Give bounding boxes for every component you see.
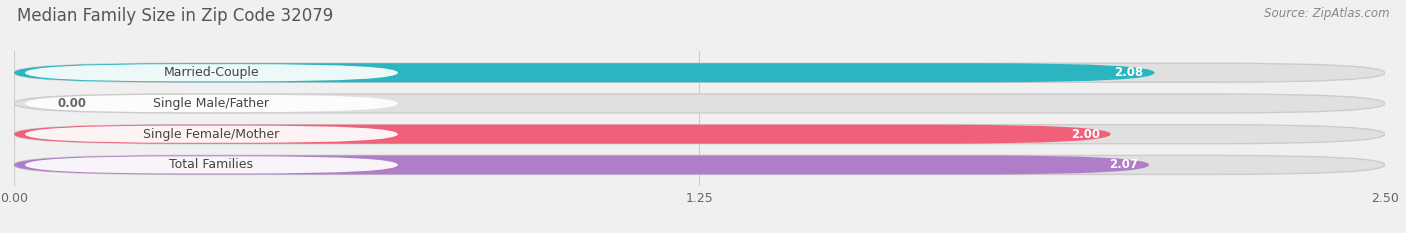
FancyBboxPatch shape	[25, 126, 398, 143]
Text: Source: ZipAtlas.com: Source: ZipAtlas.com	[1264, 7, 1389, 20]
FancyBboxPatch shape	[14, 125, 1111, 144]
FancyBboxPatch shape	[25, 95, 398, 112]
Text: 2.00: 2.00	[1071, 128, 1099, 141]
FancyBboxPatch shape	[25, 64, 398, 81]
Text: Single Female/Mother: Single Female/Mother	[143, 128, 280, 141]
Text: 0.00: 0.00	[58, 97, 87, 110]
FancyBboxPatch shape	[14, 63, 1385, 82]
Text: 2.07: 2.07	[1109, 158, 1139, 171]
FancyBboxPatch shape	[14, 155, 1385, 175]
Text: Total Families: Total Families	[170, 158, 253, 171]
Text: Single Male/Father: Single Male/Father	[153, 97, 270, 110]
FancyBboxPatch shape	[25, 156, 398, 174]
Text: 2.08: 2.08	[1115, 66, 1143, 79]
Text: Median Family Size in Zip Code 32079: Median Family Size in Zip Code 32079	[17, 7, 333, 25]
FancyBboxPatch shape	[14, 155, 1149, 175]
FancyBboxPatch shape	[14, 125, 1385, 144]
FancyBboxPatch shape	[14, 63, 1154, 82]
Text: Married-Couple: Married-Couple	[163, 66, 259, 79]
FancyBboxPatch shape	[14, 94, 1385, 113]
